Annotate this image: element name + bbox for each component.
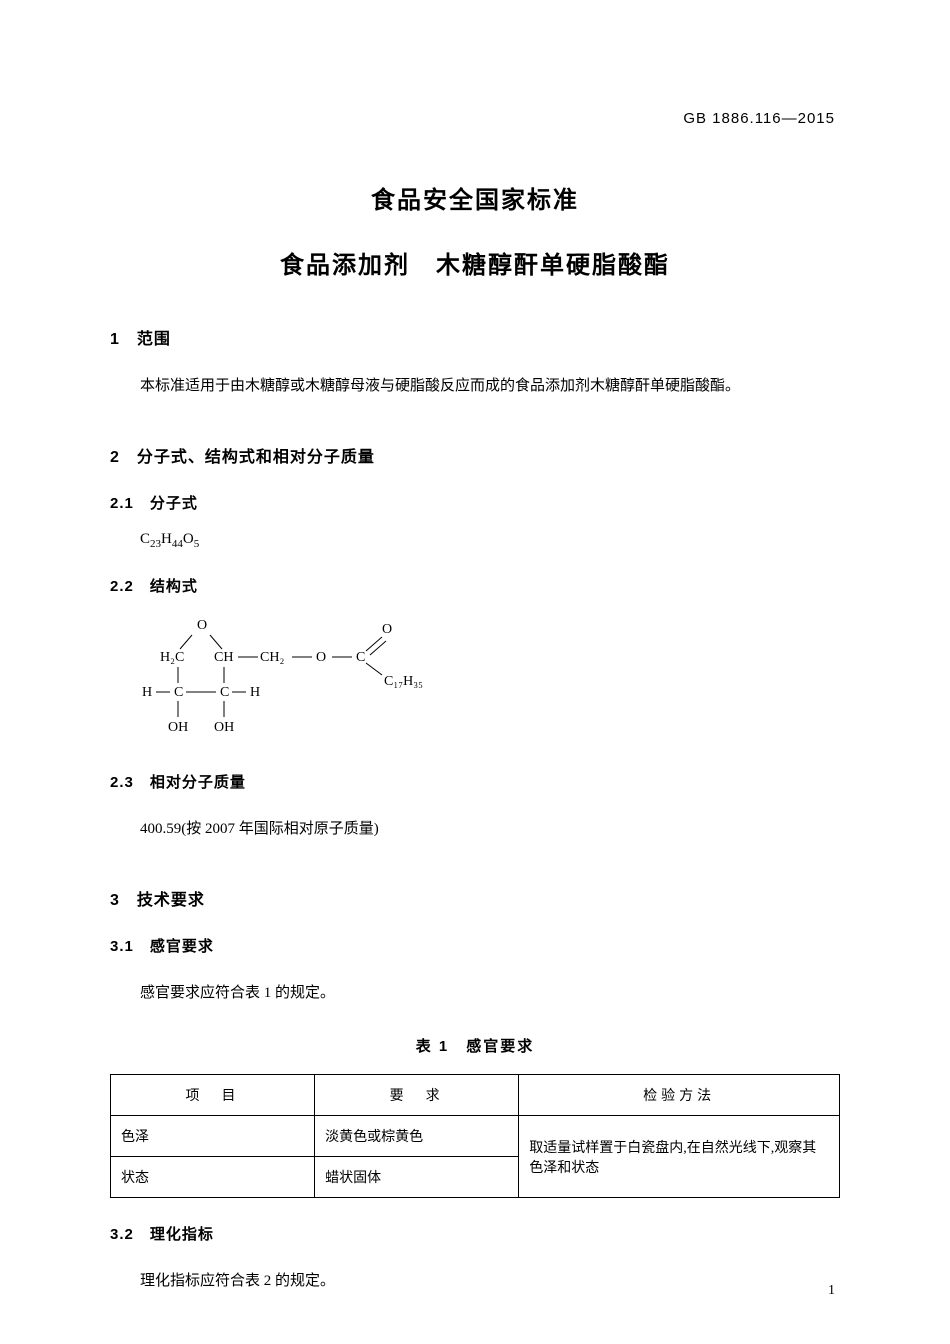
table-row: 色泽 淡黄色或棕黄色 取适量试样置于白瓷盘内,在自然光线下,观察其色泽和状态 xyxy=(111,1116,840,1157)
section-3-2-title: 理化指标 xyxy=(150,1226,214,1243)
section-2-2-num: 2.2 xyxy=(110,578,134,595)
table-cell: 淡黄色或棕黄色 xyxy=(315,1116,519,1157)
struct-h-right: H xyxy=(250,685,260,700)
section-1-heading: 1 范围 xyxy=(110,325,840,349)
section-3-2-num: 3.2 xyxy=(110,1226,134,1243)
section-1-body: 本标准适用于由木糖醇或木糖醇母液与硬脂酸反应而成的食品添加剂木糖醇酐单硬脂酸酯。 xyxy=(110,374,840,398)
section-2-3-body: 400.59(按 2007 年国际相对原子质量) xyxy=(110,817,840,841)
table-1: 项 目 要 求 检验方法 色泽 淡黄色或棕黄色 取适量试样置于白瓷盘内,在自然光… xyxy=(110,1074,840,1198)
section-2-3-heading: 2.3 相对分子质量 xyxy=(110,771,840,792)
title-sub: 食品添加剂 木糖醇酐单硬脂酸酯 xyxy=(110,245,840,280)
struct-oh1: OH xyxy=(168,720,188,735)
formula-c-sub: 23 xyxy=(150,538,161,550)
table-1-caption: 表 1 感官要求 xyxy=(110,1035,840,1056)
section-1-title: 范围 xyxy=(137,331,171,348)
struct-c2: C xyxy=(220,685,229,700)
section-3-1-body: 感官要求应符合表 1 的规定。 xyxy=(110,981,840,1005)
section-3-num: 3 xyxy=(110,892,120,909)
table-header-2: 要 求 xyxy=(315,1075,519,1116)
section-2-2-title: 结构式 xyxy=(150,578,198,595)
page-number: 1 xyxy=(828,1283,835,1299)
standard-code: GB 1886.116—2015 xyxy=(683,110,835,127)
section-2-1-heading: 2.1 分子式 xyxy=(110,492,840,513)
struct-o-top: O xyxy=(197,618,207,633)
molecular-formula: C23H44O5 xyxy=(140,531,840,550)
table-row: 项 目 要 求 检验方法 xyxy=(111,1075,840,1116)
table-cell: 色泽 xyxy=(111,1116,315,1157)
structural-formula: O H₂C CH CH₂ O C O C₁₇H₃₅ H C C H OH OH xyxy=(142,611,840,746)
struct-c1: C xyxy=(174,685,183,700)
section-2-heading: 2 分子式、结构式和相对分子质量 xyxy=(110,443,840,467)
title-main: 食品安全国家标准 xyxy=(110,180,840,215)
table-cell: 蜡状固体 xyxy=(315,1157,519,1198)
section-3-2-heading: 3.2 理化指标 xyxy=(110,1223,840,1244)
formula-o: O xyxy=(183,531,194,547)
struct-o-mid: O xyxy=(316,650,326,665)
section-2-title: 分子式、结构式和相对分子质量 xyxy=(137,449,375,466)
formula-h: H xyxy=(161,531,172,547)
formula-c: C xyxy=(140,531,150,547)
section-3-2-body: 理化指标应符合表 2 的规定。 xyxy=(110,1269,840,1293)
table-cell: 状态 xyxy=(111,1157,315,1198)
section-2-3-num: 2.3 xyxy=(110,774,134,791)
table-header-3: 检验方法 xyxy=(519,1075,840,1116)
struct-ch: CH xyxy=(214,650,233,665)
table-header-1: 项 目 xyxy=(111,1075,315,1116)
formula-o-sub: 5 xyxy=(194,538,200,550)
struct-oh2: OH xyxy=(214,720,234,735)
table-cell-method: 取适量试样置于白瓷盘内,在自然光线下,观察其色泽和状态 xyxy=(519,1116,840,1198)
section-3-1-num: 3.1 xyxy=(110,938,134,955)
struct-h2c: H₂C xyxy=(160,650,184,665)
struct-c17h35: C₁₇H₃₅ xyxy=(384,674,423,689)
section-3-1-heading: 3.1 感官要求 xyxy=(110,935,840,956)
section-2-1-num: 2.1 xyxy=(110,495,134,512)
section-2-num: 2 xyxy=(110,449,120,466)
struct-o-right: O xyxy=(382,622,392,637)
struct-c-right: C xyxy=(356,650,365,665)
section-3-title: 技术要求 xyxy=(137,892,205,909)
section-3-heading: 3 技术要求 xyxy=(110,886,840,910)
section-2-1-title: 分子式 xyxy=(150,495,198,512)
struct-ch2: CH₂ xyxy=(260,650,284,665)
section-2-2-heading: 2.2 结构式 xyxy=(110,575,840,596)
struct-h-left: H xyxy=(142,685,152,700)
section-1-num: 1 xyxy=(110,331,120,348)
section-3-1-title: 感官要求 xyxy=(150,938,214,955)
formula-h-sub: 44 xyxy=(172,538,183,550)
section-2-3-title: 相对分子质量 xyxy=(150,774,246,791)
